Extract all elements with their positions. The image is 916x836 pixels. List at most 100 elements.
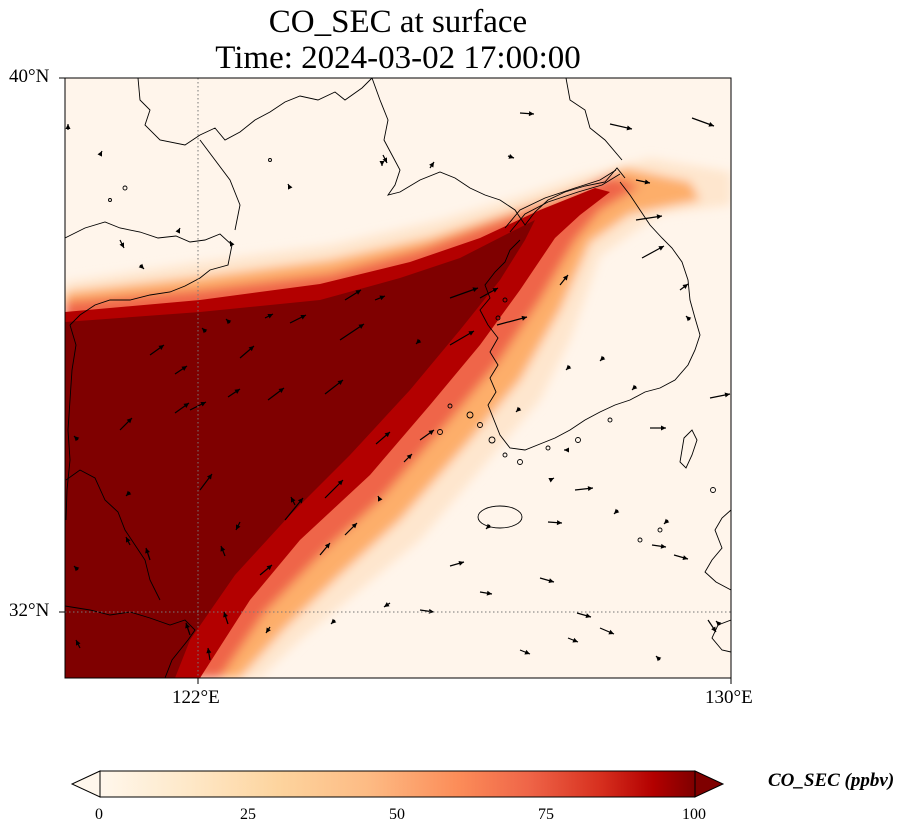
colorbar [70, 770, 725, 798]
wind-vector-head [556, 520, 562, 526]
wind-vector-head [384, 432, 390, 438]
wind-vector-head [508, 154, 514, 159]
wind-vector-head [632, 384, 638, 390]
wind-vector-head [337, 380, 343, 386]
wind-vector-head [486, 523, 492, 529]
wind-vector-head [564, 447, 569, 453]
wind-vector-head [248, 346, 254, 352]
wind-vector-head [181, 366, 187, 371]
wind-vector-head [337, 480, 343, 486]
wind-vector-head [716, 621, 722, 627]
wind-vector-head [548, 478, 554, 483]
wind-vector-head [548, 578, 554, 584]
wind-vector-head [458, 560, 464, 566]
wind-vector-head [585, 613, 591, 619]
wind-vector-head [682, 284, 688, 289]
border-line [504, 169, 617, 229]
wind-vector-head [206, 648, 212, 654]
wind-vector-head [119, 242, 124, 248]
wind-vector-head [358, 324, 364, 329]
wind-vector-head [587, 486, 593, 492]
jeju-island [477, 505, 523, 529]
wind-vector-head [223, 612, 228, 618]
wind-vector-head [379, 161, 385, 166]
wind-vector-head [355, 290, 361, 295]
map-plot-area [65, 78, 731, 678]
wind-vector-head [126, 537, 131, 543]
wind-vector-head [74, 566, 80, 572]
wind-vector-head [138, 263, 144, 269]
wind-vector-head [572, 637, 578, 643]
island-tsushima [679, 429, 698, 469]
y-tick-label-40n: 40°N [9, 66, 50, 87]
wind-vector-head [183, 403, 189, 408]
wind-vector-head [351, 523, 357, 529]
wind-vector-head [656, 214, 662, 220]
wind-vector-head [562, 275, 568, 281]
map-title-variable: CO_SEC at surface [268, 4, 528, 40]
wind-vector-head [664, 518, 670, 524]
wind-vector-head [288, 184, 293, 190]
colorbar-tick-75: 75 [538, 806, 554, 823]
wind-vector-head [468, 331, 474, 336]
wind-vector-shaft [496, 316, 528, 326]
map-frame [64, 77, 732, 679]
wind-vector-head [486, 590, 492, 596]
wind-vector-head [416, 338, 422, 344]
colorbar-title: CO_SEC (ppbv) [768, 770, 895, 791]
wind-vector-head [600, 355, 606, 361]
wind-vector-head [382, 157, 387, 163]
colorbar-tick-100: 100 [682, 806, 706, 823]
wind-vector-head [220, 546, 226, 552]
wind-vector-head [291, 497, 296, 503]
land-border-2 [199, 139, 241, 231]
wind-vector-head [516, 406, 522, 412]
wind-vector-head [472, 287, 478, 293]
korea-islands [108, 158, 716, 543]
wind-vector-head [492, 288, 498, 293]
wind-vector-head [145, 548, 150, 554]
wind-vectors [65, 111, 731, 662]
wind-vector-head [428, 430, 434, 435]
coastline-china-north [137, 78, 373, 146]
wind-vector-head [185, 623, 190, 629]
wind-vector-head [331, 618, 337, 624]
colorbar-tick-0: 0 [95, 806, 103, 823]
wind-vector-head [278, 388, 284, 393]
wind-vector-head [126, 418, 132, 424]
axis-ticks [59, 77, 732, 684]
wind-vector-head [711, 626, 716, 632]
colorbar-extend-max [694, 770, 725, 798]
wind-vector-head [429, 162, 434, 168]
colorbar-tick-50: 50 [389, 806, 405, 823]
wind-vector-head [175, 228, 180, 234]
wind-vector-head [230, 241, 235, 247]
wind-vector-head [76, 640, 81, 646]
wind-vector-head [266, 565, 272, 571]
border-line-2 [509, 173, 621, 233]
wind-vector-head [200, 402, 206, 407]
coastline-shandong [65, 221, 233, 326]
coastline-korea-west [479, 181, 701, 451]
wind-vector-head [614, 508, 620, 514]
wind-vector-head [74, 436, 80, 442]
wind-vector-head [724, 392, 730, 398]
wind-vector-head [126, 490, 132, 496]
wind-vector-head [661, 425, 666, 431]
wind-vector-head [234, 389, 240, 394]
wind-vector-head [379, 295, 385, 301]
wind-vector-head [158, 345, 164, 350]
wind-vector-head [428, 608, 434, 614]
wind-vector-head [406, 454, 412, 460]
wind-vector-head [658, 246, 664, 251]
coastline-china-east [65, 324, 77, 521]
wind-vector-head [644, 179, 650, 185]
wind-vector-head [524, 649, 530, 655]
wind-vector-head [207, 474, 212, 480]
wind-vector-head [682, 555, 688, 561]
wind-vector-head [226, 319, 232, 325]
wind-vector-head [521, 315, 527, 321]
wind-vector-head [324, 543, 330, 549]
map-title-time: Time: 2024-03-02 17:00:00 [215, 40, 581, 76]
